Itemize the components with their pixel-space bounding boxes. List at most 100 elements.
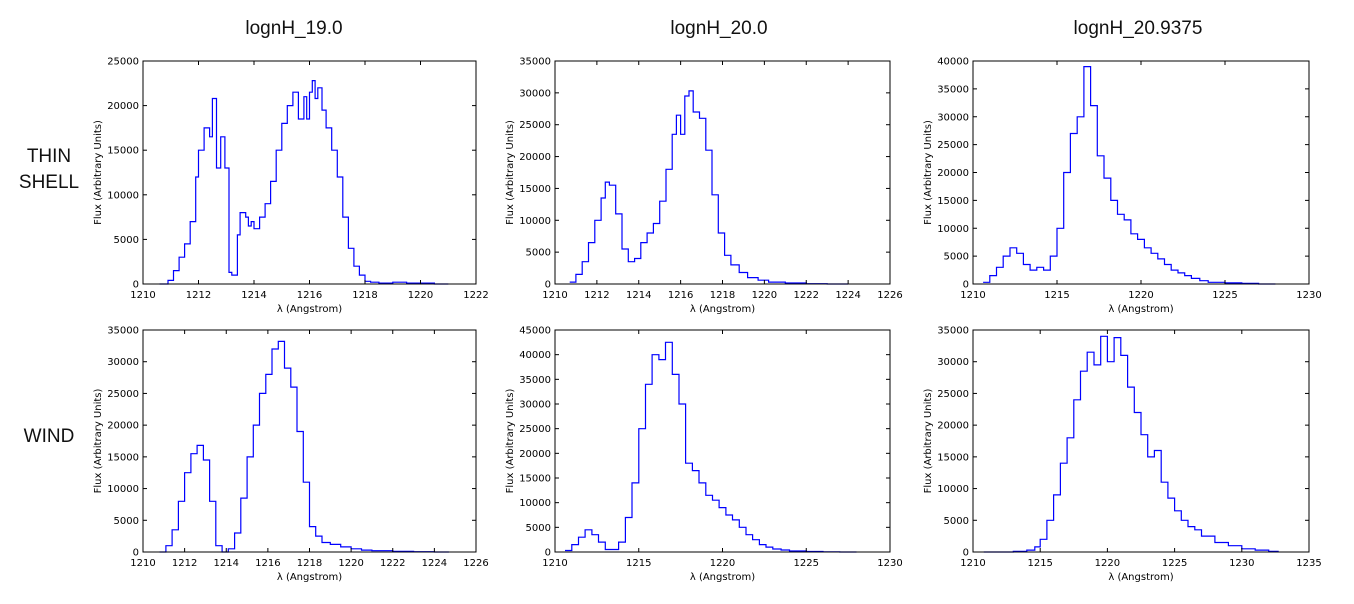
x-tick-label: 1235 <box>1296 558 1321 569</box>
x-axis-label: λ (Angstrom) <box>1108 304 1173 315</box>
y-tick-label: 20000 <box>107 101 139 112</box>
x-tick-label: 1210 <box>542 558 567 569</box>
x-tick-label: 1224 <box>835 290 860 301</box>
column-title-2: lognH_20.0 <box>670 18 768 39</box>
y-axis-label: Flux (Arbitrary Units) <box>93 389 104 494</box>
y-tick-label: 0 <box>133 280 139 291</box>
x-tick-label: 1216 <box>255 558 280 569</box>
x-tick-label: 1212 <box>172 558 197 569</box>
x-tick-label: 1222 <box>794 290 819 301</box>
y-tick-label: 25000 <box>107 57 139 68</box>
x-tick-label: 1210 <box>960 290 985 301</box>
y-tick-label: 10000 <box>107 484 139 495</box>
y-tick-label: 25000 <box>519 424 551 435</box>
y-tick-label: 5000 <box>526 523 551 534</box>
y-tick-label: 35000 <box>937 84 969 95</box>
x-tick-label: 1214 <box>241 290 266 301</box>
row-label-thin: THIN <box>26 146 72 167</box>
row-label-wind: WIND <box>23 426 75 447</box>
x-tick-label: 1215 <box>1044 290 1069 301</box>
y-tick-label: 30000 <box>519 88 551 99</box>
x-tick-label: 1230 <box>1229 558 1254 569</box>
series-line <box>159 340 449 553</box>
y-tick-label: 20000 <box>519 152 551 163</box>
x-tick-label: 1224 <box>422 558 447 569</box>
series-line <box>569 90 849 285</box>
y-tick-label: 20000 <box>937 168 969 179</box>
y-axis-label: Flux (Arbitrary Units) <box>93 120 104 225</box>
y-tick-label: 25000 <box>519 120 551 131</box>
x-tick-label: 1222 <box>463 290 488 301</box>
subplot-3: 1210 1215 1220 1225 1230 0 5000 10000 15000 20000… <box>923 57 1322 316</box>
y-tick-label: 20000 <box>937 421 969 432</box>
y-tick-label: 45000 <box>519 326 551 337</box>
x-tick-label: 1225 <box>794 558 819 569</box>
series-line <box>565 341 857 553</box>
y-tick-label: 0 <box>133 548 139 559</box>
y-tick-label: 25000 <box>937 389 969 400</box>
x-tick-label: 1220 <box>710 558 735 569</box>
x-tick-label: 1225 <box>1162 558 1187 569</box>
subplot-2: 1210 1212 1214 1216 1218 1220 1222 1224 1226 0 500… <box>505 57 903 316</box>
x-axis-label: λ (Angstrom) <box>1108 572 1173 583</box>
series-line <box>159 80 449 285</box>
y-axis-label: Flux (Arbitrary Units) <box>505 120 516 225</box>
x-tick-label: 1216 <box>668 290 693 301</box>
x-tick-label: 1216 <box>297 290 322 301</box>
y-tick-label: 25000 <box>107 389 139 400</box>
plot-frame <box>972 60 1310 285</box>
x-tick-label: 1218 <box>297 558 322 569</box>
y-tick-label: 5000 <box>114 516 139 527</box>
x-axis-label: λ (Angstrom) <box>690 572 755 583</box>
x-tick-label: 1225 <box>1212 290 1237 301</box>
x-tick-label: 1210 <box>130 290 155 301</box>
y-tick-label: 10000 <box>107 190 139 201</box>
y-tick-label: 40000 <box>937 57 969 68</box>
x-tick-label: 1226 <box>463 558 488 569</box>
y-tick-label: 40000 <box>519 350 551 361</box>
x-tick-label: 1226 <box>877 290 902 301</box>
y-tick-label: 35000 <box>937 326 969 337</box>
y-tick-label: 30000 <box>107 357 139 368</box>
x-tick-label: 1230 <box>877 558 902 569</box>
x-tick-label: 1214 <box>626 290 651 301</box>
y-tick-label: 20000 <box>107 421 139 432</box>
x-tick-label: 1222 <box>380 558 405 569</box>
y-tick-label: 5000 <box>944 252 969 263</box>
series-line <box>983 335 1279 553</box>
x-tick-label: 1218 <box>710 290 735 301</box>
y-tick-label: 5000 <box>526 248 551 259</box>
x-tick-label: 1210 <box>130 558 155 569</box>
y-tick-label: 15000 <box>937 452 969 463</box>
y-tick-label: 0 <box>545 280 551 291</box>
y-tick-label: 0 <box>545 548 551 559</box>
row-label-thin-shell: THIN SHELL <box>0 144 98 196</box>
x-tick-label: 1230 <box>1296 290 1321 301</box>
y-tick-label: 20000 <box>519 449 551 460</box>
y-tick-label: 0 <box>963 548 969 559</box>
x-tick-label: 1212 <box>186 290 211 301</box>
y-tick-label: 25000 <box>937 140 969 151</box>
plot-frame <box>554 329 891 553</box>
x-tick-label: 1220 <box>1128 290 1153 301</box>
subplot-1: 1210 1212 1214 1216 1218 1220 1222 0 5000 10000 15… <box>93 57 489 316</box>
x-tick-label: 1210 <box>960 558 985 569</box>
x-axis-label: λ (Angstrom) <box>277 572 342 583</box>
subplot-5: 1210 1215 1220 1225 1230 0 5000 10000 15000 20000… <box>505 326 903 584</box>
y-tick-label: 30000 <box>937 112 969 123</box>
x-axis-label: λ (Angstrom) <box>690 304 755 315</box>
column-title-3: lognH_20.9375 <box>1073 18 1203 39</box>
x-tick-label: 1210 <box>542 290 567 301</box>
x-tick-label: 1218 <box>352 290 377 301</box>
subplot-6: 1210 1215 1220 1225 1230 1235 0 5000 10000 15000 2… <box>923 326 1322 584</box>
x-tick-label: 1220 <box>408 290 433 301</box>
y-tick-label: 30000 <box>937 357 969 368</box>
y-tick-label: 10000 <box>519 216 551 227</box>
y-tick-label: 10000 <box>519 498 551 509</box>
x-tick-label: 1220 <box>338 558 363 569</box>
x-tick-label: 1220 <box>752 290 777 301</box>
x-tick-label: 1212 <box>584 290 609 301</box>
series-line <box>983 66 1276 285</box>
column-title-1: lognH_19.0 <box>245 18 343 39</box>
